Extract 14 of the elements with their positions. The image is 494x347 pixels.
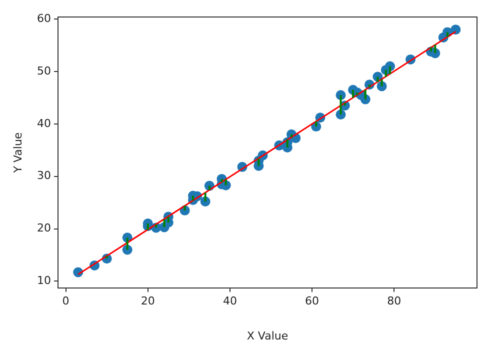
x-tick-label: 60 [305,294,320,308]
y-tick-label: 60 [37,12,51,25]
x-tick-label: 40 [222,294,237,308]
y-tick-label: 30 [37,169,51,182]
y-tick-label: 10 [37,274,51,288]
x-tick-label: 0 [62,294,70,308]
y-tick-label: 20 [37,222,51,235]
y-tick-label: 40 [37,116,51,130]
point [450,24,461,35]
y-tick-label: 50 [37,64,51,78]
x-tick-label: 20 [140,294,155,308]
x-tick-label: 80 [387,294,402,308]
x-axis-title: X Value [246,329,288,342]
y-axis-title: Y Value [11,132,24,174]
